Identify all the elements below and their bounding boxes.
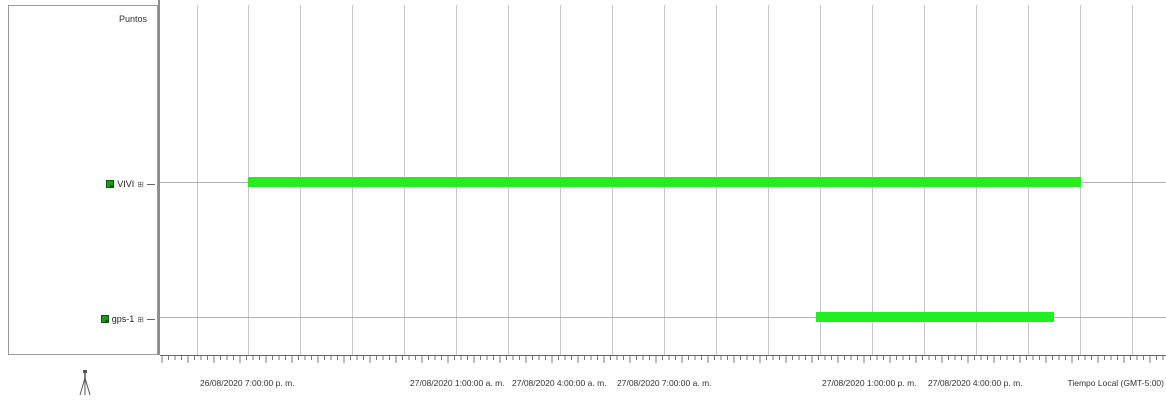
occupation-bar-vivi[interactable] <box>248 177 1081 187</box>
panel-divider[interactable] <box>158 0 160 355</box>
tick-label: 27/08/2020 1:00:00 p. m. <box>822 378 917 388</box>
point-marker-icon <box>100 315 109 323</box>
tripod-icon[interactable] <box>78 370 92 396</box>
tick-label: 27/08/2020 1:00:00 a. m. <box>410 378 505 388</box>
connector-line <box>147 183 155 185</box>
timeline-area[interactable]: 26/08/2020 7:00:00 p. m. 27/08/2020 1:00… <box>160 0 1166 408</box>
connector-line <box>147 318 155 320</box>
tick-label: 27/08/2020 4:00:00 p. m. <box>928 378 1023 388</box>
panel-title: Puntos <box>118 14 147 24</box>
point-label: gps-1 <box>111 314 135 324</box>
point-row-gps-1[interactable]: gps-1 ⊞ <box>100 314 155 324</box>
expand-icon[interactable]: ⊞ <box>137 179 144 189</box>
point-row-vivi[interactable]: VIVI ⊞ <box>106 179 155 189</box>
expand-icon[interactable]: ⊞ <box>137 314 144 324</box>
point-label: VIVI <box>117 179 135 189</box>
tick-label: 27/08/2020 7:00:00 a. m. <box>617 378 712 388</box>
grid-line <box>197 5 198 355</box>
timezone-label: Tiempo Local (GMT-5:00) <box>1067 378 1164 388</box>
row-line-gps-1 <box>160 317 1166 318</box>
grid-line <box>1132 5 1133 355</box>
tick-label: 26/08/2020 7:00:00 p. m. <box>200 378 295 388</box>
points-panel: Puntos VIVI ⊞ gps-1 ⊞ <box>8 5 158 355</box>
point-marker-icon <box>106 180 115 188</box>
occupation-bar-gps-1[interactable] <box>816 312 1054 322</box>
time-axis <box>160 355 1166 356</box>
time-ruler <box>161 356 1164 363</box>
tick-label: 27/08/2020 4:00:00 a. m. <box>512 378 607 388</box>
